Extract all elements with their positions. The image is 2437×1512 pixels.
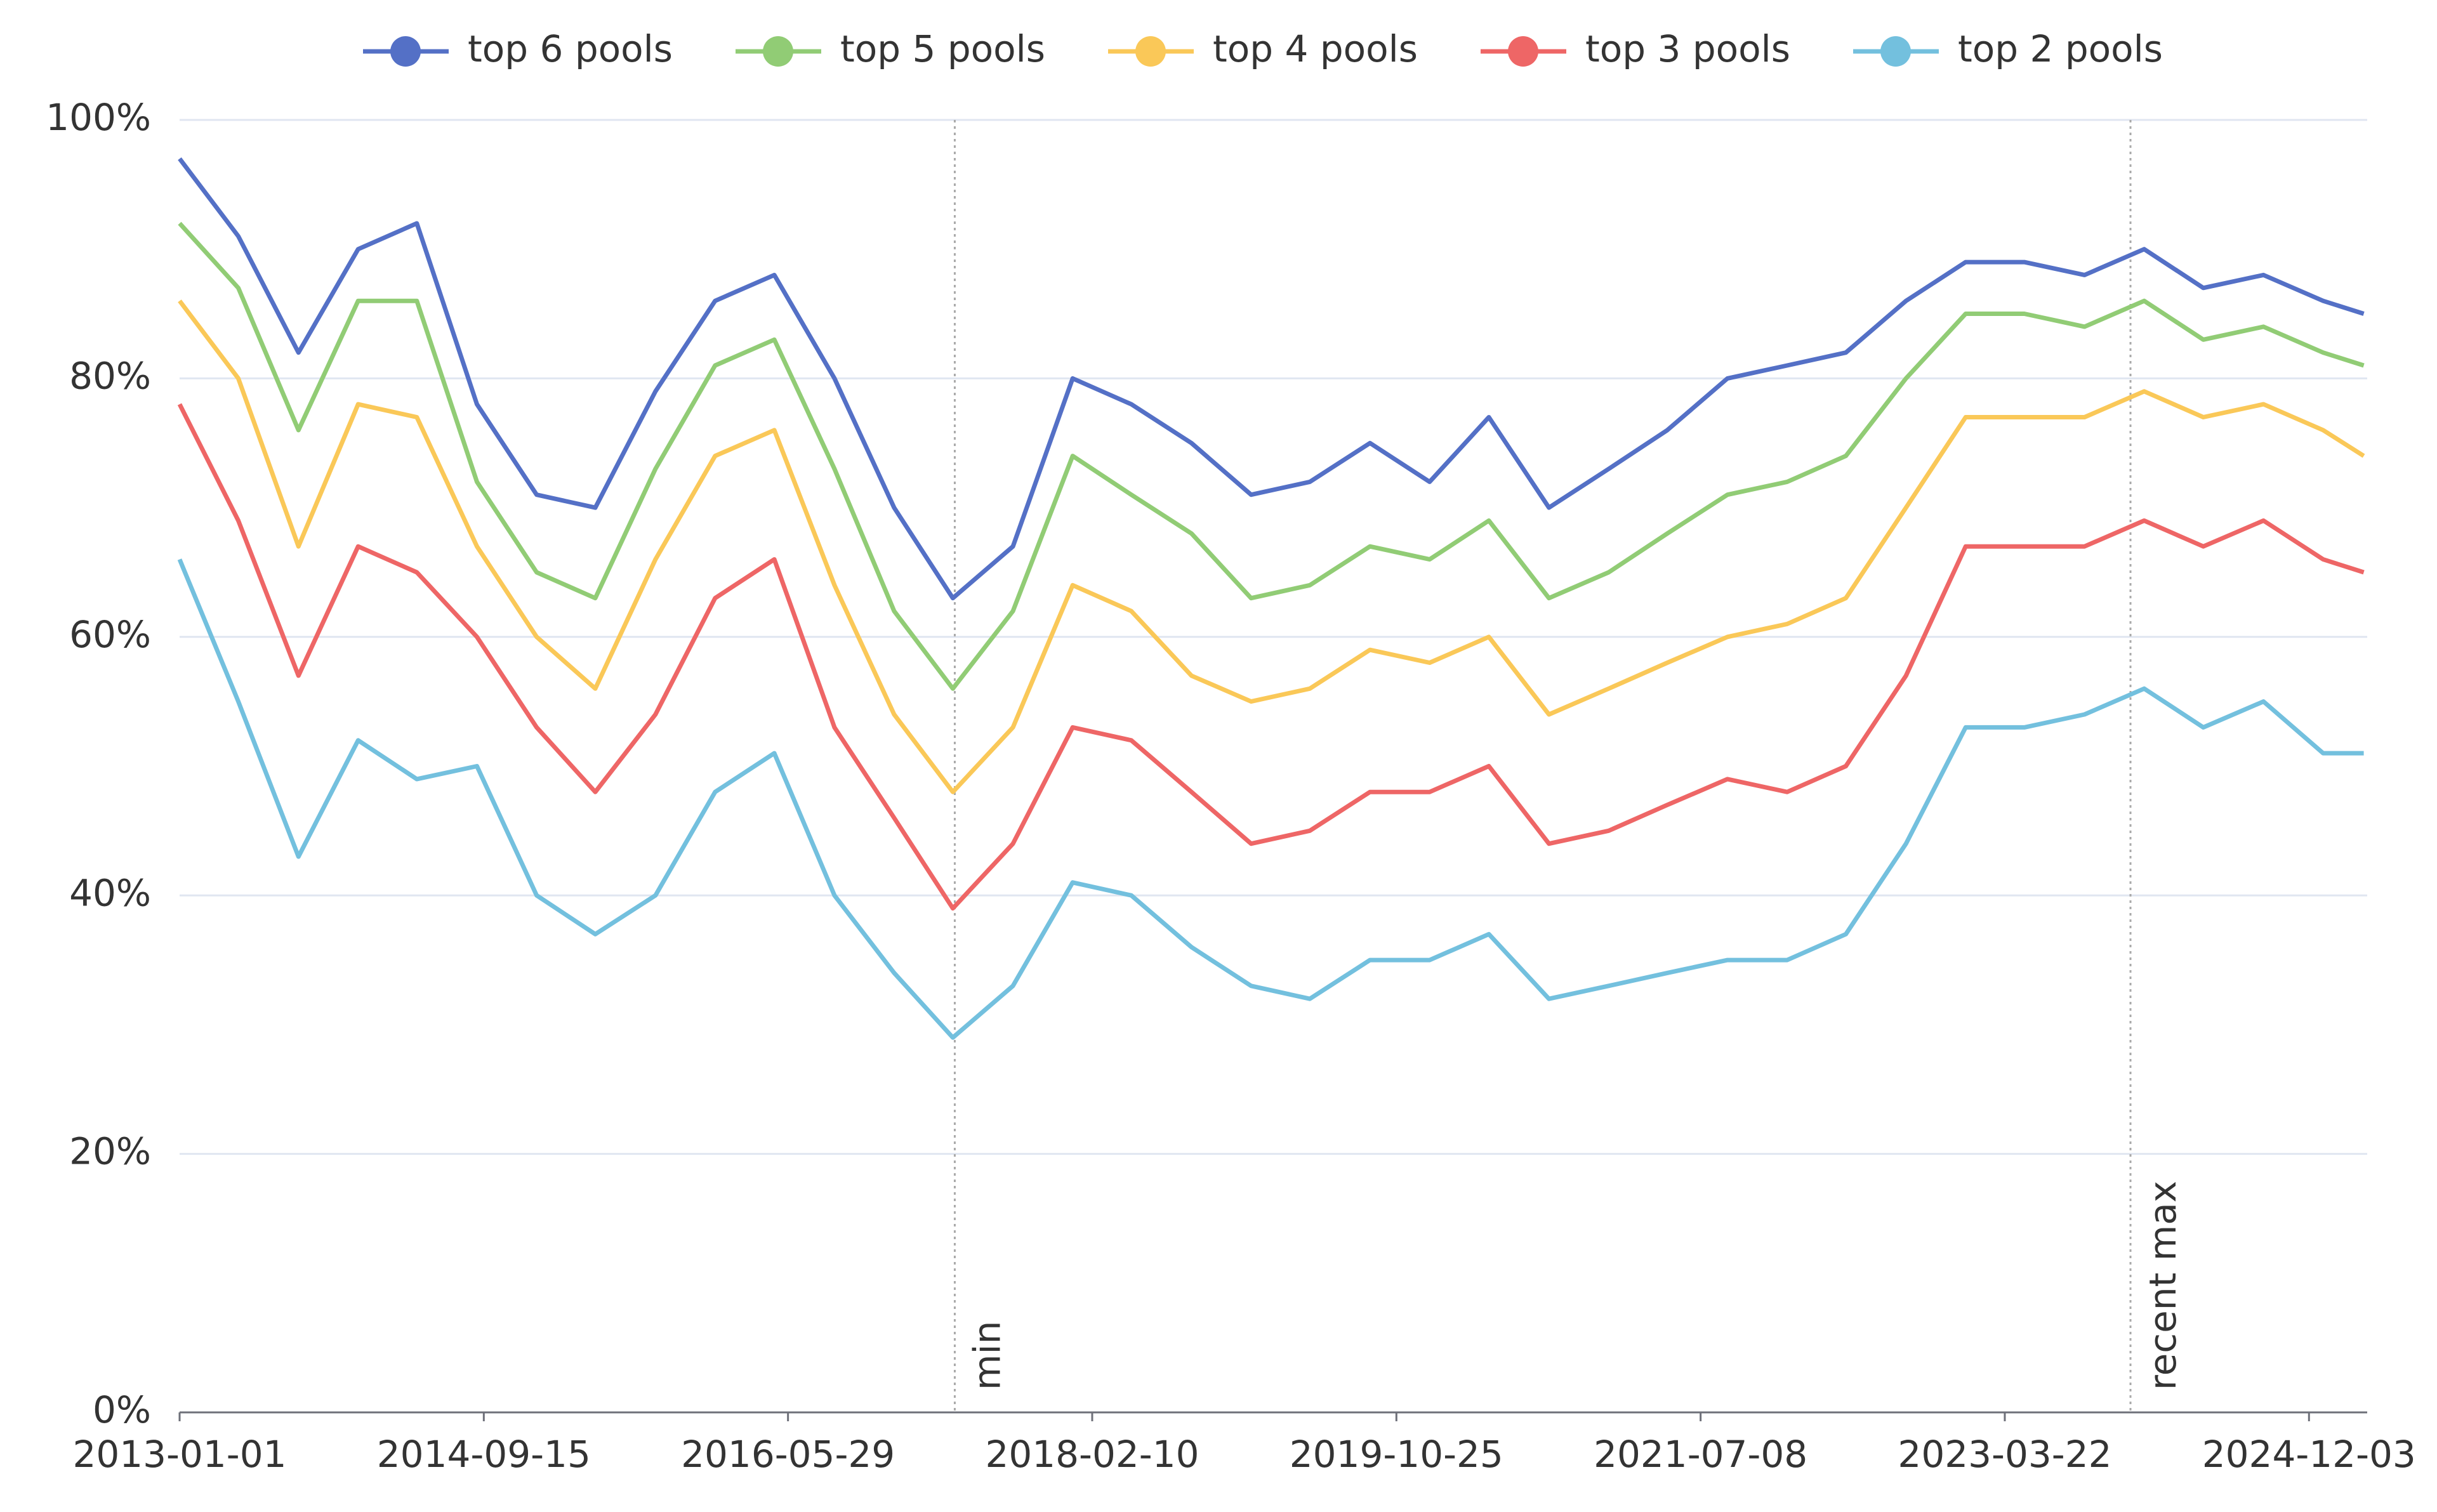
x-tick-label: 2021-07-08 (1594, 1433, 1807, 1476)
legend-label: top 4 pools (1213, 27, 1418, 70)
legend-label: top 3 pools (1585, 27, 1790, 70)
y-tick-label: 100% (46, 96, 151, 139)
series-line (178, 157, 2365, 601)
legend-marker (1135, 36, 1166, 67)
y-tick-label: 80% (69, 355, 151, 398)
x-tick-label: 2014-09-15 (377, 1433, 591, 1476)
x-tick-label: 2016-05-29 (681, 1433, 895, 1476)
annotation-label: min (966, 1321, 1009, 1390)
y-tick-label: 0% (93, 1388, 151, 1431)
x-tick-label: 2024-12-03 (2202, 1433, 2416, 1476)
x-tick-label: 2018-02-10 (985, 1433, 1199, 1476)
y-tick-label: 60% (69, 613, 151, 656)
legend-marker (763, 36, 793, 67)
x-tick-label: 2019-10-25 (1290, 1433, 1503, 1476)
legend-label: top 5 pools (840, 27, 1045, 70)
series-line (177, 403, 2365, 911)
legend-label: top 6 pools (468, 27, 673, 70)
legend-marker (1880, 36, 1911, 67)
legend-marker (390, 36, 421, 67)
x-tick-label: 2023-03-22 (1898, 1433, 2111, 1476)
legend-label: top 2 pools (1958, 27, 2163, 70)
y-tick-label: 40% (69, 871, 151, 914)
x-tick-label: 2013-01-01 (72, 1433, 286, 1476)
series-line (178, 221, 2365, 691)
series-line (178, 299, 2365, 794)
y-tick-label: 20% (69, 1130, 151, 1173)
annotation-label: recent max (2141, 1181, 2184, 1390)
legend-marker (1508, 36, 1538, 67)
series-line (177, 558, 2364, 1040)
